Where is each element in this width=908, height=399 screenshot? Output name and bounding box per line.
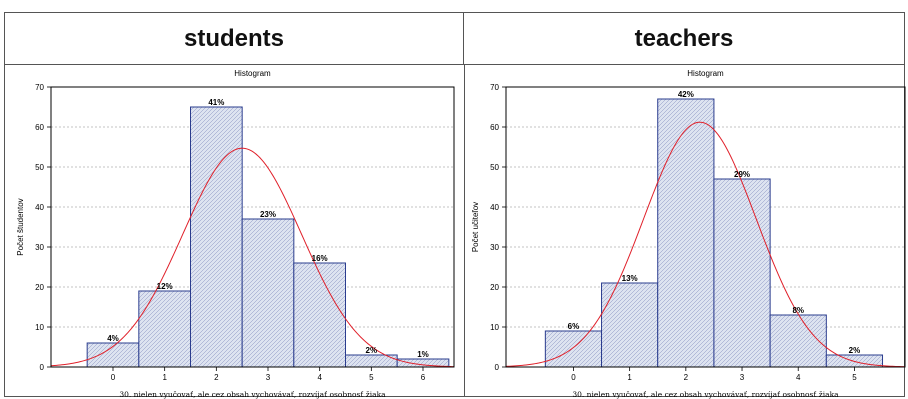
y-tick-label: 60 xyxy=(490,123,499,132)
plot-frame xyxy=(50,86,455,368)
x-tick-label: 0 xyxy=(571,373,576,382)
normal-fit-curve xyxy=(50,147,455,368)
data-label-4: 16% xyxy=(312,254,328,263)
x-tick-label: 4 xyxy=(317,373,322,382)
y-tick-label: 30 xyxy=(490,243,499,252)
y-tick-label: 30 xyxy=(35,243,44,252)
x-tick-label: 6 xyxy=(421,373,426,382)
bar-4 xyxy=(293,262,347,368)
bar-3 xyxy=(713,178,771,368)
panel-divider xyxy=(464,65,465,396)
bar-1 xyxy=(138,290,191,368)
y-tick-label: 20 xyxy=(35,283,44,292)
data-label-4: 8% xyxy=(792,306,804,315)
chart-title: Histogram xyxy=(234,69,271,78)
figure-frame: students teachers xyxy=(4,12,905,397)
y-tick-label: 40 xyxy=(490,203,499,212)
x-tick-label: 2 xyxy=(684,373,689,382)
y-tick-label: 70 xyxy=(490,83,499,92)
data-label-2: 41% xyxy=(208,98,224,107)
y-tick-label: 70 xyxy=(35,83,44,92)
bar-2 xyxy=(657,98,715,368)
y-tick-label: 0 xyxy=(495,363,500,372)
data-label-5: 2% xyxy=(366,346,378,355)
y-axis-label: Počet študentov xyxy=(16,198,25,255)
y-tick-label: 50 xyxy=(35,163,44,172)
y-tick-label: 40 xyxy=(35,203,44,212)
x-tick-label: 3 xyxy=(740,373,745,382)
data-label-5: 2% xyxy=(849,346,861,355)
header-teachers: teachers xyxy=(464,13,904,65)
students-histogram: Histogram0102030405060704%12%41%23%16%2%… xyxy=(16,69,455,399)
normal-fit-curve xyxy=(505,121,906,368)
y-tick-label: 10 xyxy=(490,323,499,332)
bar-1 xyxy=(601,282,659,368)
x-tick-label: 5 xyxy=(852,373,857,382)
header-students: students xyxy=(5,13,464,65)
data-label-1: 12% xyxy=(157,282,173,291)
data-label-3: 23% xyxy=(260,210,276,219)
chart-title: Histogram xyxy=(687,69,724,78)
x-tick-label: 4 xyxy=(796,373,801,382)
x-tick-label: 3 xyxy=(266,373,271,382)
y-tick-label: 10 xyxy=(35,323,44,332)
x-tick-label: 2 xyxy=(214,373,219,382)
y-tick-label: 0 xyxy=(40,363,45,372)
x-axis-label: 30. nielen vyučovať, ale cez obsah vycho… xyxy=(119,390,386,399)
x-tick-label: 5 xyxy=(369,373,374,382)
x-tick-label: 1 xyxy=(162,373,167,382)
data-label-3: 29% xyxy=(734,170,750,179)
y-tick-label: 60 xyxy=(35,123,44,132)
data-label-1: 13% xyxy=(622,274,638,283)
y-axis-label: Počet učiteľov xyxy=(471,202,480,252)
bar-4 xyxy=(769,314,827,368)
x-axis-label: 30. nielen vyučovať, ale cez obsah vycho… xyxy=(572,390,839,399)
y-tick-label: 50 xyxy=(490,163,499,172)
bar-3 xyxy=(241,218,295,368)
plot-frame xyxy=(505,86,906,368)
y-tick-label: 20 xyxy=(490,283,499,292)
teachers-histogram: Histogram 0 10 20 30 40 50 60 70 6% 13% 42% 29% 8% 2% 0… xyxy=(471,69,906,399)
bar-2 xyxy=(190,106,243,368)
data-label-0: 4% xyxy=(107,334,119,343)
bar-0 xyxy=(544,330,603,368)
data-label-6: 1% xyxy=(417,350,429,359)
data-label-0: 6% xyxy=(568,322,580,331)
x-tick-label: 0 xyxy=(111,373,116,382)
x-tick-label: 1 xyxy=(627,373,632,382)
data-label-2: 42% xyxy=(678,90,694,99)
